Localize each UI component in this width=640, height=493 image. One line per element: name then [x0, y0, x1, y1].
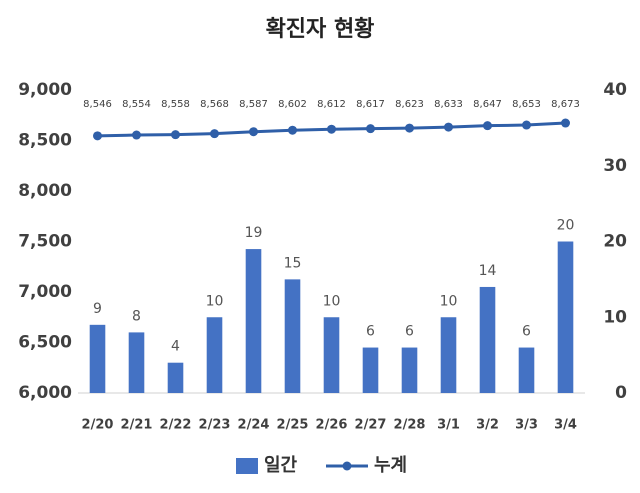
- y-tick-label: 8,000: [18, 181, 72, 201]
- bar: [128, 332, 145, 393]
- bar-value-label: 10: [206, 293, 224, 309]
- legend-label: 누계: [374, 455, 407, 476]
- bar-value-label: 14: [479, 263, 497, 279]
- y-tick-label: 6,000: [18, 383, 72, 403]
- x-tick-label: 2/21: [121, 418, 153, 433]
- y2-tick-label: 20: [603, 232, 627, 252]
- bar-value-label: 4: [171, 339, 180, 355]
- line-marker: [249, 127, 258, 137]
- line-value-label: 8,546: [83, 99, 112, 110]
- bar: [401, 347, 418, 393]
- line-value-label: 8,612: [317, 99, 346, 110]
- chart-title: 확진자 현황: [266, 17, 375, 42]
- bar-value-label: 8: [132, 308, 141, 324]
- line-value-label: 8,653: [512, 99, 541, 110]
- x-tick-label: 3/1: [437, 418, 460, 433]
- y2-tick-label: 40: [603, 80, 627, 100]
- line-value-label: 8,587: [239, 99, 268, 110]
- bar: [323, 317, 340, 393]
- line-value-label: 8,647: [473, 99, 502, 110]
- bar: [362, 347, 379, 393]
- y-tick-label: 7,500: [18, 232, 72, 252]
- y-tick-label: 9,000: [18, 80, 72, 100]
- line-value-label: 8,554: [122, 99, 151, 110]
- x-tick-label: 2/28: [394, 418, 426, 433]
- line-marker: [405, 123, 414, 133]
- bar-value-label: 10: [440, 293, 458, 309]
- x-tick-label: 2/20: [82, 418, 114, 433]
- x-tick-label: 3/4: [554, 418, 577, 433]
- bar: [89, 324, 106, 393]
- bar-value-label: 9: [93, 301, 102, 317]
- x-tick-label: 3/2: [476, 418, 499, 433]
- bar-value-label: 15: [284, 255, 302, 271]
- bar: [245, 249, 262, 393]
- line-marker: [327, 124, 336, 134]
- line-marker: [522, 120, 531, 130]
- line-value-label: 8,633: [434, 99, 463, 110]
- x-tick-label: 2/22: [160, 418, 192, 433]
- line-marker: [366, 124, 375, 134]
- bar: [167, 362, 184, 393]
- legend-swatch: [236, 458, 258, 474]
- line-marker: [561, 118, 570, 128]
- bar: [284, 279, 301, 393]
- bar-value-label: 19: [245, 225, 263, 241]
- y2-tick-label: 0: [615, 383, 627, 403]
- line-marker: [93, 131, 102, 141]
- x-tick-label: 2/27: [355, 418, 387, 433]
- bar: [206, 317, 223, 393]
- bar-value-label: 6: [405, 324, 414, 340]
- y-tick-label: 8,500: [18, 131, 72, 151]
- line-marker: [483, 121, 492, 131]
- legend-label: 일간: [264, 455, 298, 476]
- x-tick-label: 2/25: [277, 418, 309, 433]
- bar: [557, 241, 574, 393]
- x-tick-label: 2/23: [199, 418, 231, 433]
- y2-tick-label: 10: [603, 307, 627, 327]
- bar-value-label: 6: [366, 324, 375, 340]
- y2-tick-label: 30: [603, 156, 627, 176]
- line-value-label: 8,602: [278, 99, 307, 110]
- x-tick-label: 2/24: [238, 418, 270, 433]
- bar-value-label: 20: [557, 218, 575, 234]
- bar-value-label: 10: [323, 293, 341, 309]
- line-marker: [210, 129, 219, 139]
- line-value-label: 8,623: [395, 99, 424, 110]
- bar-value-label: 6: [522, 324, 531, 340]
- line-marker: [132, 130, 141, 140]
- line-value-label: 8,673: [551, 99, 580, 110]
- bar: [479, 286, 496, 393]
- bar: [440, 317, 457, 393]
- line-marker: [288, 125, 297, 135]
- x-tick-label: 2/26: [316, 418, 348, 433]
- y-tick-label: 7,000: [18, 282, 72, 302]
- legend-swatch: [342, 461, 352, 471]
- x-tick-label: 3/3: [515, 418, 538, 433]
- y-tick-label: 6,500: [18, 333, 72, 353]
- line-marker: [171, 130, 180, 140]
- line-value-label: 8,558: [161, 99, 190, 110]
- line-value-label: 8,617: [356, 99, 385, 110]
- line-marker: [444, 122, 453, 132]
- bar: [518, 347, 535, 393]
- line-value-label: 8,568: [200, 99, 229, 110]
